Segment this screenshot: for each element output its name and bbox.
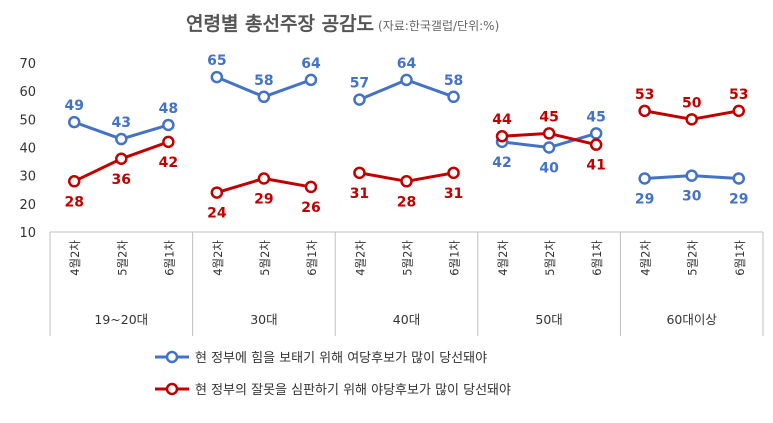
data-point [67,115,81,129]
data-label: 58 [254,73,273,89]
category-label: 5월2차 [115,240,129,276]
data-label: 41 [586,158,605,174]
data-point [542,141,556,154]
legend-label: 현 정부의 잘못을 심판하기 위해 야당후보가 많이 당선돼야 [195,383,511,398]
data-label: 29 [729,191,748,207]
data-point [589,138,603,151]
legend-swatch-marker [165,382,179,396]
axis-layer: 10 20 30 40 50 60 70 4월2차 5월2차 6월1차 19~20대 4월2차 5월2차… [19,57,764,336]
legend-swatch-marker [165,350,179,364]
data-point [67,175,81,188]
data-label: 36 [112,172,131,188]
data-label: 53 [635,87,654,103]
data-point [304,180,318,194]
data-point [257,90,271,104]
data-point [685,113,698,126]
data-label: 29 [254,191,273,207]
data-point [495,129,509,143]
data-label: 31 [350,186,369,202]
data-point [115,152,128,166]
data-label: 64 [397,56,417,72]
data-point [210,186,224,199]
data-label: 28 [64,194,83,210]
data-point [638,104,651,118]
data-label: 48 [159,101,178,117]
y-tick-label: 20 [19,198,36,213]
data-point [542,127,556,140]
data-label: 30 [682,189,702,205]
data-point [732,172,746,185]
category-label: 6월1차 [305,240,319,276]
category-label: 6월1차 [162,240,176,276]
group-label: 30대 [250,312,277,327]
data-label: 45 [586,109,605,125]
data-label: 65 [207,53,226,69]
group-label: 19~20대 [94,312,148,327]
data-point [447,90,460,104]
data-point [210,70,224,84]
category-label: 4월2차 [68,240,82,276]
data-point [304,73,318,87]
data-point [353,166,366,180]
data-point [447,166,460,180]
chart-title: 연령별 총선주장 공감도 [186,13,374,35]
data-label: 45 [539,109,558,125]
data-label: 57 [350,76,369,92]
y-tick-label: 60 [19,85,36,100]
category-label: 5월2차 [543,240,557,276]
data-label: 42 [492,155,511,171]
data-label: 50 [682,95,702,111]
data-point [400,73,413,87]
data-point [732,104,746,118]
category-label: 6월1차 [590,240,604,276]
group-label: 50대 [535,312,562,327]
data-label: 24 [207,206,227,222]
data-point [162,135,175,149]
category-label: 6월1차 [733,240,747,276]
data-label: 49 [64,98,83,114]
data-label: 44 [492,112,512,128]
data-label: 31 [444,186,463,202]
data-label: 58 [444,73,463,89]
y-tick-label: 30 [19,170,36,185]
category-label: 5월2차 [258,240,272,276]
group-label: 40대 [393,312,420,327]
data-point [162,118,175,132]
chart-subtitle: (자료:한국갤럽/단위:%) [378,19,499,33]
data-label: 42 [159,155,178,171]
data-point [115,132,128,146]
group-label: 60대이상 [666,312,717,327]
data-label: 28 [397,194,416,210]
category-label: 5월2차 [686,240,700,276]
legend-label: 현 정부에 힘을 보태기 위해 여당후보가 많이 당선돼야 [195,351,487,366]
y-tick-label: 10 [19,226,36,241]
y-tick-label: 70 [19,57,36,72]
data-label: 40 [539,161,559,177]
data-label: 29 [635,191,654,207]
data-point [589,127,603,140]
data-point [685,169,698,182]
category-label: 4월2차 [639,240,653,276]
y-tick-label: 40 [19,142,36,157]
series-layer: 49 28 43 36 48 42 65 24 58 29 64 26 57 31 64 28 58 31 42 44… [64,53,748,221]
data-label: 26 [301,200,320,216]
category-label: 4월2차 [353,240,367,276]
data-label: 53 [729,87,748,103]
data-point [400,175,413,188]
data-label: 43 [112,115,131,131]
data-point [257,172,271,185]
category-label: 4월2차 [496,240,510,276]
data-label: 64 [301,56,321,72]
category-label: 6월1차 [448,240,462,276]
category-label: 4월2차 [211,240,225,276]
data-point [638,172,651,185]
category-label: 5월2차 [401,240,415,276]
y-tick-label: 50 [19,113,36,128]
data-point [353,93,366,106]
